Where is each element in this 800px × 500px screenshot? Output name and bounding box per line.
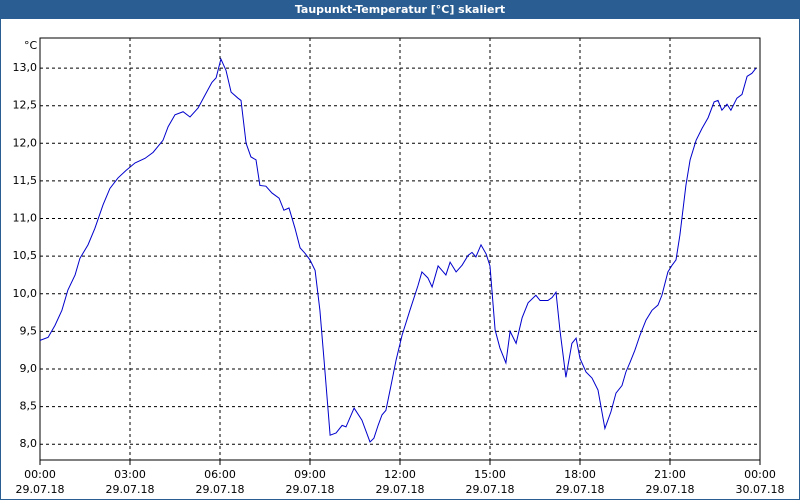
y-tick-label: 8,5: [20, 400, 38, 413]
x-tick-label: 12:00: [384, 468, 416, 481]
x-tick-label: 03:00: [114, 468, 146, 481]
x-tick-label: 00:00: [744, 468, 776, 481]
chart-title: Taupunkt-Temperatur [°C] skaliert: [295, 3, 505, 16]
x-tick-date: 29.07.18: [556, 483, 605, 496]
x-tick-label: 06:00: [204, 468, 236, 481]
y-tick-label: 9,5: [20, 324, 38, 337]
y-tick-label: 8,0: [20, 437, 38, 450]
x-tick-label: 15:00: [474, 468, 506, 481]
x-tick-label: 18:00: [564, 468, 596, 481]
y-tick-label: 13,0: [13, 61, 38, 74]
x-tick-date: 29.07.18: [466, 483, 515, 496]
data-line: [39, 57, 757, 443]
y-tick-label: 12,0: [13, 136, 38, 149]
x-tick-date: 29.07.18: [286, 483, 335, 496]
y-tick-label: 10,5: [13, 249, 38, 262]
x-tick-date: 29.07.18: [646, 483, 695, 496]
x-tick-date: 29.07.18: [16, 483, 65, 496]
title-bar: [0, 0, 800, 19]
y-unit: °C: [24, 39, 38, 52]
y-tick-label: 12,5: [13, 99, 38, 112]
x-tick-date: 29.07.18: [196, 483, 245, 496]
y-tick-label: 11,0: [13, 212, 38, 225]
y-tick-label: 9,0: [20, 362, 38, 375]
x-tick-label: 21:00: [654, 468, 686, 481]
y-tick-label: 11,5: [13, 174, 38, 187]
y-tick-label: 10,0: [13, 287, 38, 300]
x-tick-label: 00:00: [24, 468, 56, 481]
x-tick-label: 09:00: [294, 468, 326, 481]
x-tick-date: 30.07.18: [736, 483, 785, 496]
x-tick-date: 29.07.18: [376, 483, 425, 496]
x-tick-date: 29.07.18: [106, 483, 155, 496]
